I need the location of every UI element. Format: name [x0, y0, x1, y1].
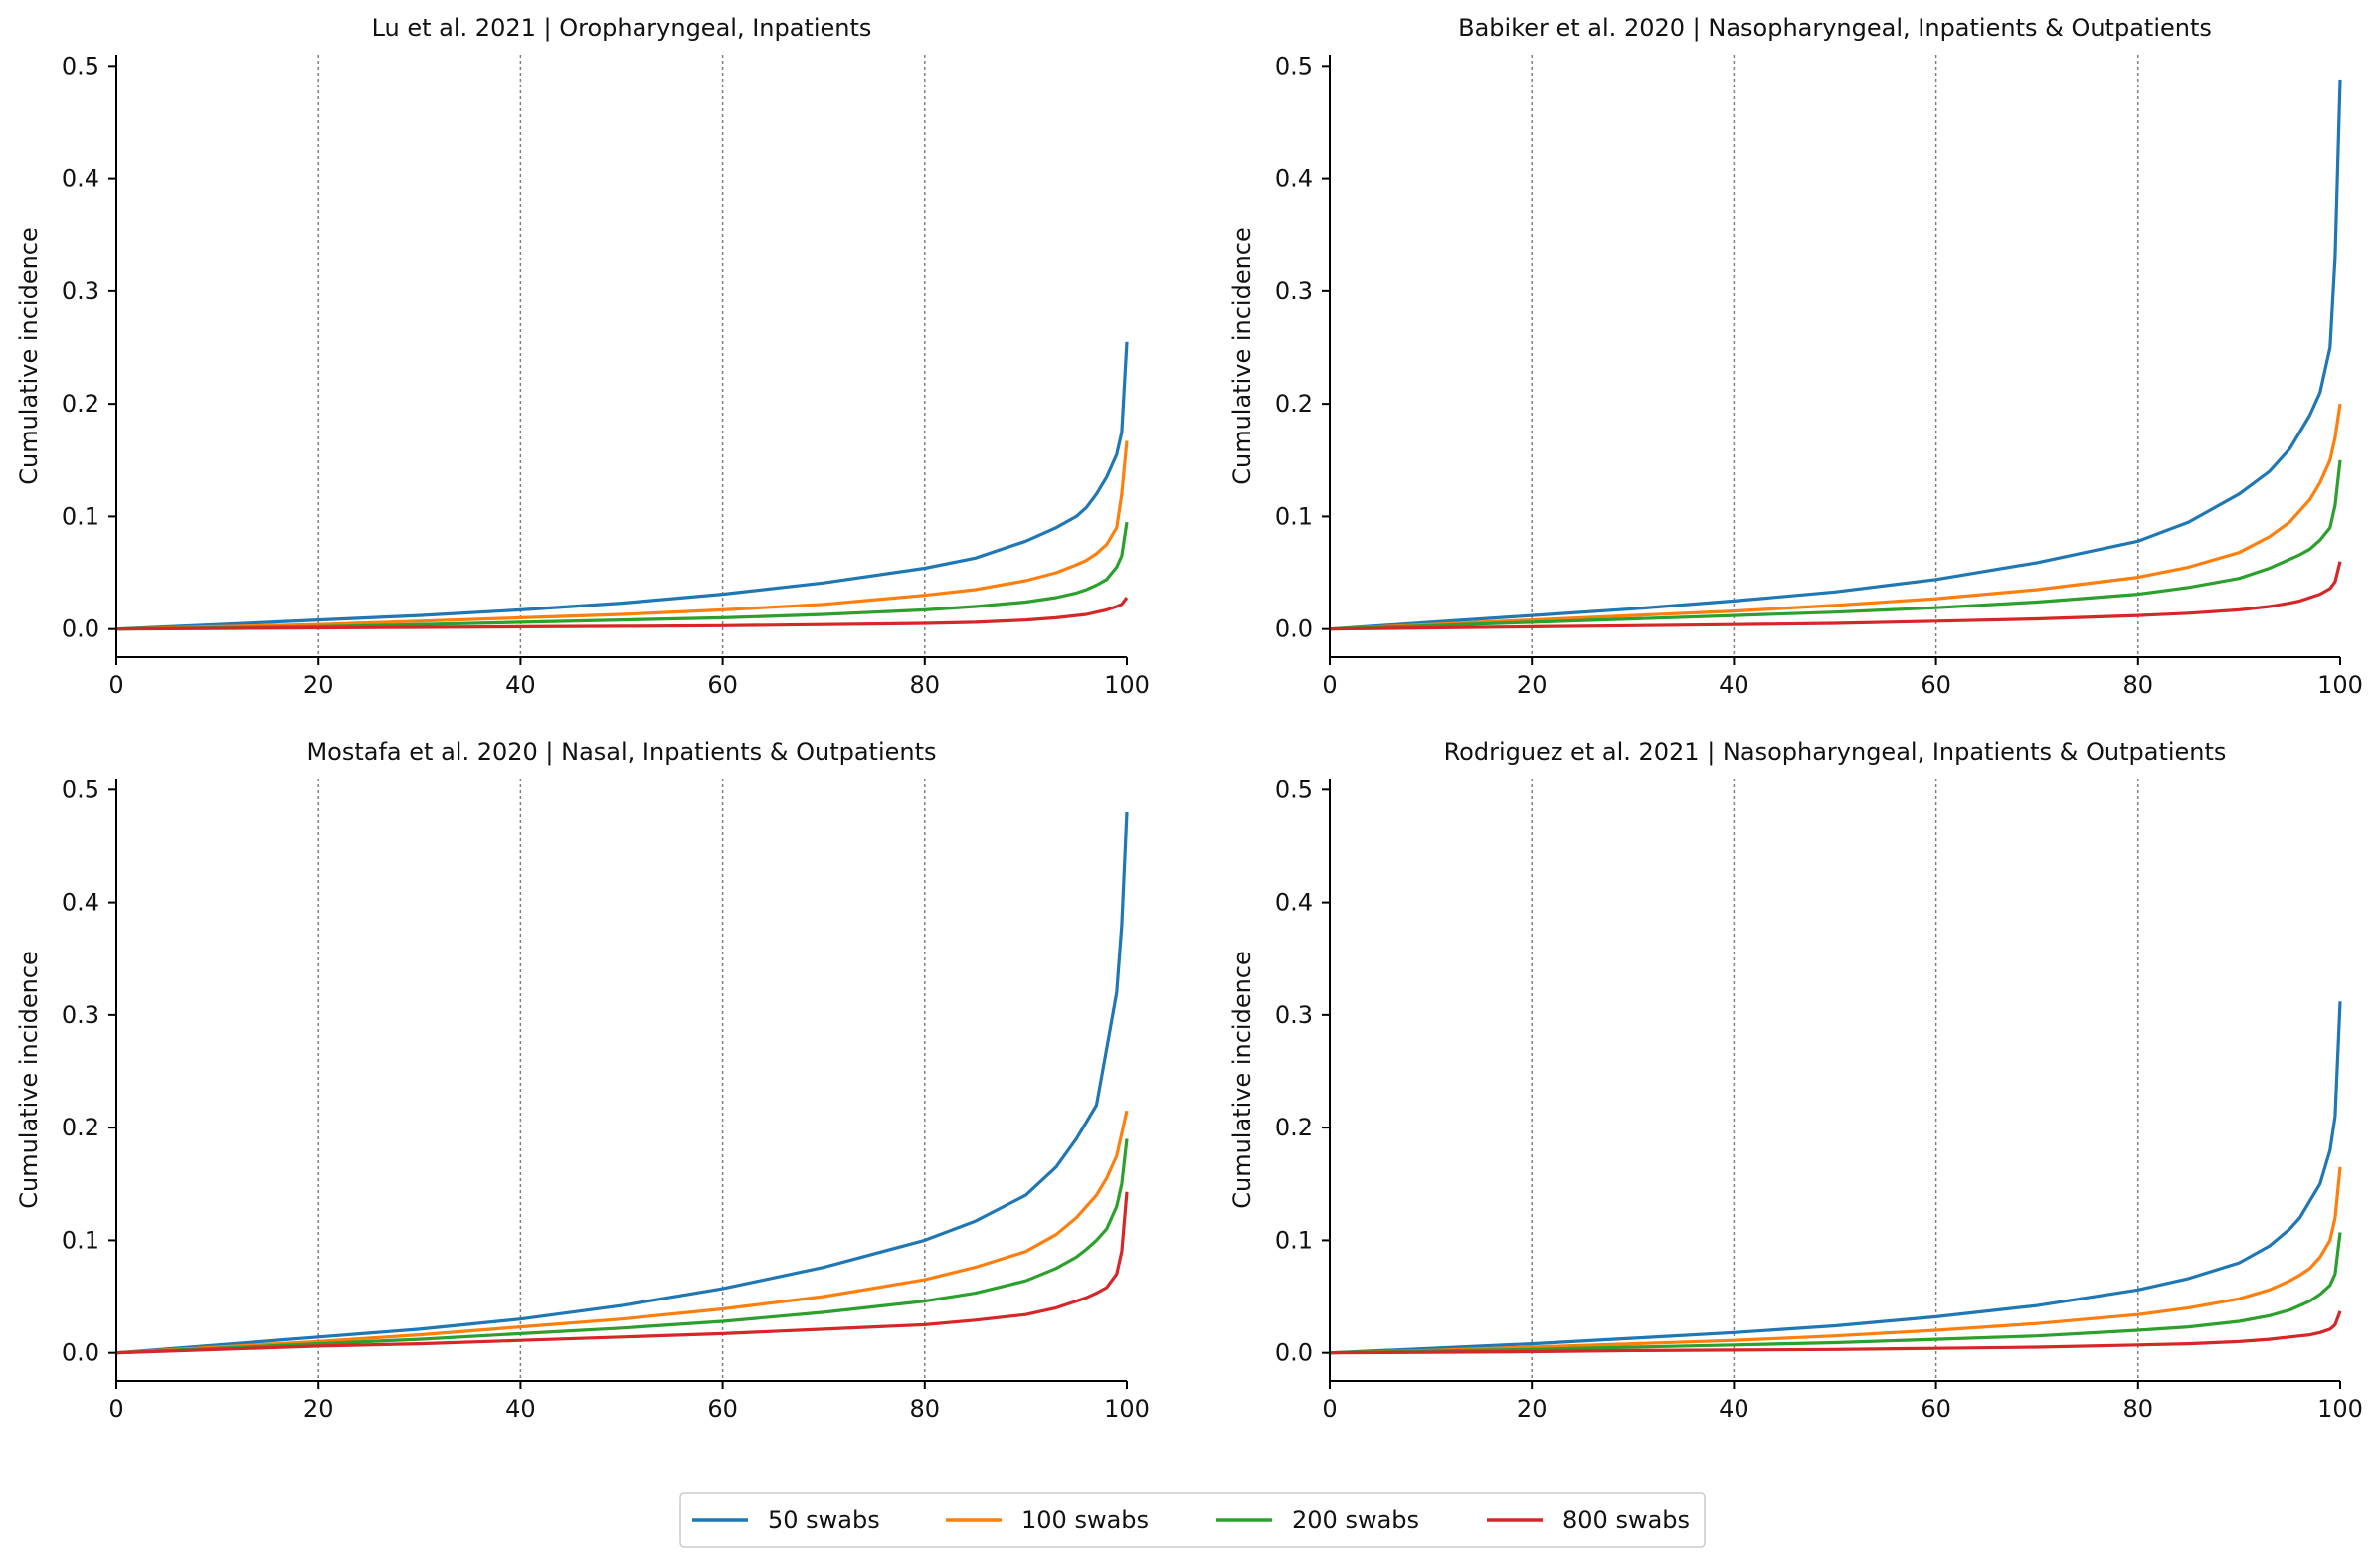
y-tick-label: 0.3: [62, 1001, 99, 1029]
y-tick-label: 0.0: [1275, 615, 1313, 643]
series-line-100-swabs: [1329, 403, 2342, 631]
x-tick-label: 20: [1517, 671, 1548, 699]
x-tick-label: 80: [910, 671, 941, 699]
x-tick-label: 40: [1719, 671, 1749, 699]
x-tick-label: 80: [910, 1395, 941, 1423]
x-tick-label: 20: [1517, 1395, 1548, 1423]
series-line-800-swabs: [115, 1191, 1129, 1355]
chart-panel-2: 0 20 40 60 80 100 0.0 0.1 0.2 0.3 0.4 0.5 Babiker et…: [1228, 14, 2363, 699]
x-tick-label: 40: [505, 1395, 536, 1423]
y-tick-label: 0.4: [1275, 165, 1313, 193]
y-tick-label: 0.1: [1275, 502, 1313, 530]
series-line-200-swabs: [1329, 1232, 2342, 1355]
series-line-200-swabs: [115, 521, 1129, 631]
series-line-50-swabs: [1329, 79, 2342, 631]
y-tick-label: 0.2: [1275, 390, 1313, 418]
series-line-800-swabs: [1329, 561, 2342, 631]
x-tick-label: 100: [2317, 1395, 2363, 1423]
series-line-100-swabs: [1329, 1166, 2342, 1355]
y-tick-label: 0.0: [62, 1339, 99, 1367]
y-tick-label: 0.1: [62, 1226, 99, 1254]
y-tick-label: 0.5: [62, 52, 99, 80]
y-axis-label: Cumulative incidence: [15, 227, 43, 485]
x-tick-label: 60: [1921, 671, 1951, 699]
legend-label: 50 swabs: [768, 1506, 880, 1534]
x-tick-label: 100: [1104, 671, 1150, 699]
chart-panel-1: 0 20 40 60 80 100 0.0 0.1 0.2 0.3 0.4 0.5 Lu et al. …: [15, 14, 1150, 699]
chart-panels: 0 20 40 60 80 100 0.0 0.1 0.2 0.3 0.4 0.5 Lu et al. …: [15, 14, 2363, 1423]
panel-title: Babiker et al. 2020 | Nasopharyngeal, In…: [1458, 14, 2212, 42]
x-tick-label: 60: [1921, 1395, 1951, 1423]
x-tick-label: 0: [108, 1395, 123, 1423]
x-tick-label: 80: [2123, 1395, 2154, 1423]
y-tick-label: 0.2: [1275, 1114, 1313, 1141]
y-tick-label: 0.0: [1275, 1339, 1313, 1367]
panel-title: Lu et al. 2021 | Oropharyngeal, Inpatien…: [372, 14, 872, 42]
y-tick-label: 0.4: [62, 889, 99, 917]
y-tick-label: 0.5: [62, 776, 99, 803]
series-line-100-swabs: [115, 440, 1129, 631]
x-tick-label: 100: [2317, 671, 2363, 699]
x-tick-label: 80: [2123, 671, 2154, 699]
x-tick-label: 60: [707, 1395, 738, 1423]
y-tick-label: 0.2: [62, 390, 99, 418]
series-line-200-swabs: [1329, 459, 2342, 631]
legend: 50 swabs 100 swabs 200 swabs 800 swabs: [679, 1492, 1706, 1548]
x-tick-label: 60: [707, 671, 738, 699]
legend-label: 100 swabs: [1021, 1506, 1149, 1534]
x-tick-label: 40: [1719, 1395, 1749, 1423]
series-line-100-swabs: [115, 1110, 1129, 1355]
y-axis-label: Cumulative incidence: [1228, 951, 1256, 1209]
series-line-800-swabs: [115, 597, 1129, 631]
y-axis-label: Cumulative incidence: [1228, 227, 1256, 485]
x-tick-label: 0: [1322, 671, 1337, 699]
x-tick-label: 40: [505, 671, 536, 699]
legend-label: 200 swabs: [1292, 1506, 1419, 1534]
y-tick-label: 0.4: [62, 165, 99, 193]
x-tick-label: 20: [303, 671, 334, 699]
x-tick-label: 100: [1104, 1395, 1150, 1423]
y-tick-label: 0.0: [62, 615, 99, 643]
series-line-800-swabs: [1329, 1310, 2342, 1355]
legend-frame: [679, 1492, 1706, 1548]
y-tick-label: 0.2: [62, 1114, 99, 1141]
y-tick-label: 0.1: [62, 502, 99, 530]
series-line-50-swabs: [115, 341, 1129, 631]
y-tick-label: 0.3: [1275, 277, 1313, 305]
y-axis-label: Cumulative incidence: [15, 951, 43, 1209]
chart-panel-4: 0 20 40 60 80 100 0.0 0.1 0.2 0.3 0.4 0.5 Rodriguez …: [1228, 738, 2363, 1423]
y-tick-label: 0.3: [62, 277, 99, 305]
x-tick-label: 0: [108, 671, 123, 699]
chart-panel-3: 0 20 40 60 80 100 0.0 0.1 0.2 0.3 0.4 0.5 Mostafa et…: [15, 738, 1150, 1423]
series-line-50-swabs: [115, 811, 1129, 1355]
series-line-200-swabs: [115, 1138, 1129, 1355]
y-tick-label: 0.1: [1275, 1226, 1313, 1254]
y-tick-label: 0.5: [1275, 776, 1313, 803]
y-tick-label: 0.4: [1275, 889, 1313, 917]
x-tick-label: 0: [1322, 1395, 1337, 1423]
panel-title: Rodriguez et al. 2021 | Nasopharyngeal, …: [1444, 738, 2227, 766]
panel-title: Mostafa et al. 2020 | Nasal, Inpatients …: [306, 738, 936, 766]
series-line-50-swabs: [1329, 1001, 2342, 1355]
x-tick-label: 20: [303, 1395, 334, 1423]
y-tick-label: 0.5: [1275, 52, 1313, 80]
y-tick-label: 0.3: [1275, 1001, 1313, 1029]
legend-label: 800 swabs: [1562, 1506, 1690, 1534]
